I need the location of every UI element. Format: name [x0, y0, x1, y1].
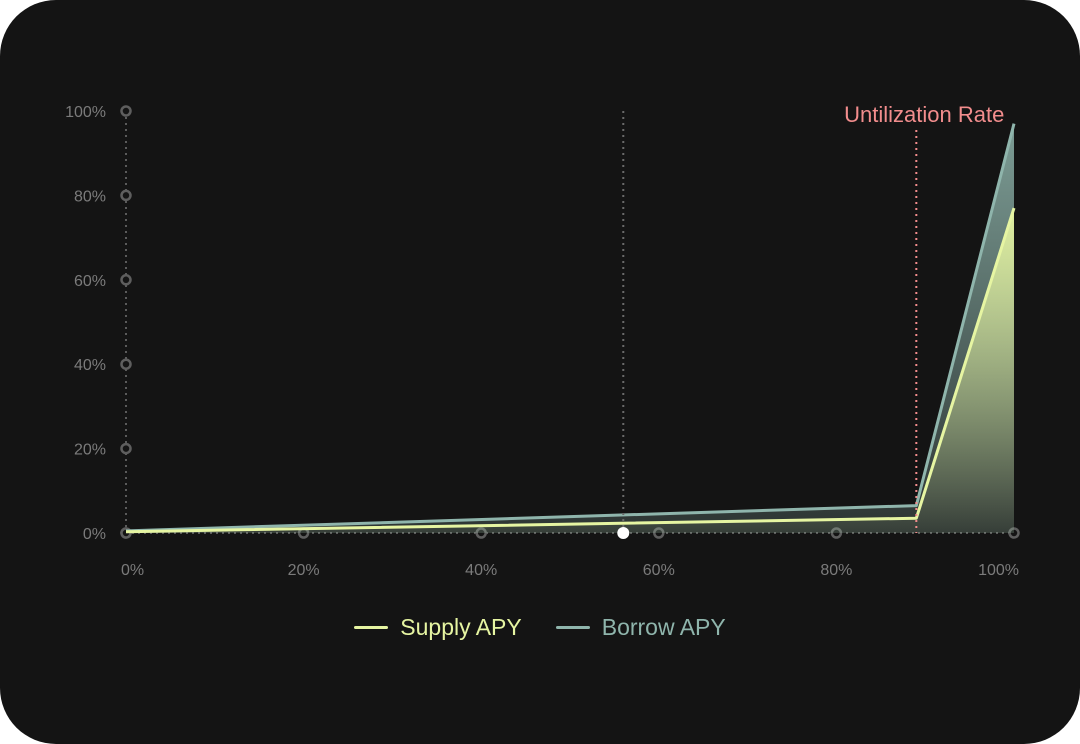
x-tick-label: 20% [288, 562, 320, 579]
y-tick-marker [120, 442, 132, 455]
y-tick-marker [120, 189, 132, 202]
borrow-apy-area [126, 123, 1014, 533]
area-layer [125, 123, 1016, 534]
y-tick-label: 100% [65, 104, 106, 121]
axes-layer: 0% 20% 40% 60% 80% 100% 0% 20% 40% 60% 80% 100% [65, 104, 1020, 579]
legend-item-borrow-apy[interactable]: Borrow APY [555, 614, 726, 641]
borrow-apy-swatch [555, 626, 590, 629]
x-tick-label: 60% [643, 562, 675, 579]
borrow-apy-line [125, 123, 1016, 533]
annotation-layer: Untilization Rate [617, 102, 1004, 539]
legend-item-supply-apy[interactable]: Supply APY [354, 614, 522, 641]
y-tick-label: 60% [74, 273, 106, 290]
y-tick-marker [120, 358, 132, 370]
x-tick-label: 0% [121, 562, 144, 579]
y-tick-label: 0% [83, 526, 106, 543]
utilization-rate-label: Untilization Rate [844, 102, 1004, 127]
x-tick-label: 40% [465, 562, 497, 579]
borrow-apy-label: Borrow APY [601, 614, 726, 640]
supply-apy-area [126, 208, 1014, 533]
x-tick-label: 80% [820, 562, 852, 579]
x-tick-label: 100% [978, 562, 1019, 579]
supply-apy-swatch [354, 626, 389, 629]
y-tick-label: 40% [74, 357, 106, 374]
y-tick-label: 20% [74, 442, 106, 459]
y-tick-label: 80% [74, 188, 106, 205]
supply-apy-label: Supply APY [400, 614, 522, 640]
chart-legend: Supply APY Borrow APY [0, 614, 1080, 641]
current-position-marker [617, 527, 630, 539]
y-tick-marker [120, 105, 132, 117]
y-tick-marker [120, 274, 132, 286]
supply-apy-line [125, 207, 1016, 534]
